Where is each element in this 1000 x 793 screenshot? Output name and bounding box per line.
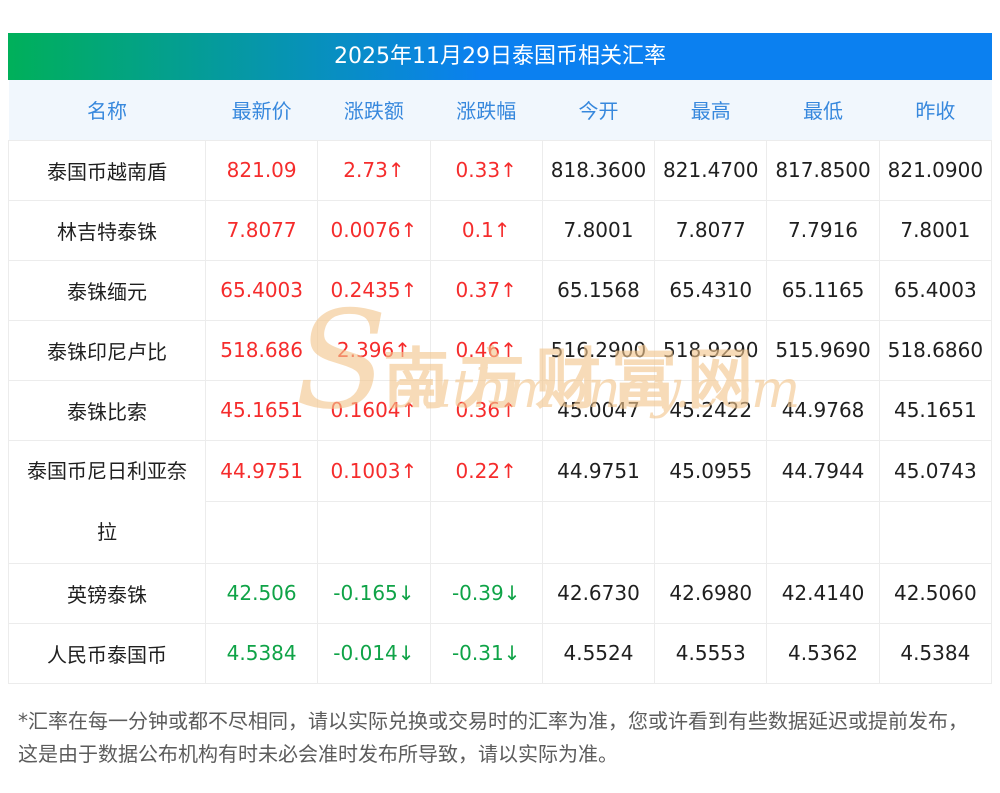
open-cell: 516.2900 bbox=[541, 319, 656, 381]
low-cell: 4.5362 bbox=[766, 622, 880, 684]
latest-cell: 7.8077 bbox=[204, 199, 319, 261]
high-cell: 45.0955 bbox=[654, 439, 768, 502]
latest-cell: 4.5384 bbox=[204, 622, 319, 684]
column-header-2: 涨跌额 bbox=[317, 80, 431, 140]
open-cell: 44.9751 bbox=[541, 439, 656, 502]
high-cell: 42.6980 bbox=[654, 562, 768, 624]
prev-close-cell: 821.0900 bbox=[878, 139, 993, 201]
column-header-6: 最低 bbox=[766, 80, 880, 140]
latest-cell: 42.506 bbox=[204, 562, 319, 624]
high-cell: 4.5553 bbox=[654, 622, 768, 684]
table-row: 泰铢印尼卢比 518.686 2.396↑ 0.46↑ 516.2900 518.9290… bbox=[8, 319, 993, 381]
empty-cell bbox=[878, 501, 993, 564]
prev-close-cell: 65.4003 bbox=[878, 259, 993, 321]
latest-cell: 821.09 bbox=[204, 139, 319, 201]
change-pct-cell: 0.36↑ bbox=[429, 379, 543, 441]
high-cell: 821.4700 bbox=[654, 139, 768, 201]
prev-close-cell: 4.5384 bbox=[878, 622, 993, 684]
table-header-row: 名称 最新价 涨跌额 涨跌幅 今开 最高 最低 昨收 bbox=[8, 80, 992, 140]
change-pct-cell: 0.22↑ bbox=[429, 439, 543, 502]
currency-pair-name: 英镑泰铢 bbox=[8, 562, 206, 624]
latest-cell: 44.9751 bbox=[204, 439, 319, 502]
change-cell: 0.1604↑ bbox=[317, 379, 431, 441]
currency-pair-name: 人民币泰国币 bbox=[8, 622, 206, 684]
table-row: 泰铢缅元 65.4003 0.2435↑ 0.37↑ 65.1568 65.4310 65.… bbox=[8, 259, 993, 321]
column-header-1: 最新价 bbox=[205, 80, 318, 140]
column-header-4: 今开 bbox=[542, 80, 655, 140]
empty-cell bbox=[541, 501, 656, 564]
empty-cell bbox=[204, 501, 319, 564]
column-header-5: 最高 bbox=[654, 80, 767, 140]
latest-cell: 65.4003 bbox=[204, 259, 319, 321]
column-header-0: 名称 bbox=[8, 80, 206, 140]
currency-pair-name: 泰铢比索 bbox=[8, 379, 206, 441]
table-row: 泰铢比索 45.1651 0.1604↑ 0.36↑ 45.0047 45.2422 44.… bbox=[8, 379, 993, 441]
table-row: 泰国币尼日利亚奈拉 44.9751 0.1003↑ 0.22↑ 44.9751 45.09… bbox=[8, 439, 993, 564]
low-cell: 515.9690 bbox=[766, 319, 880, 381]
change-cell: 2.73↑ bbox=[317, 139, 431, 201]
low-cell: 44.7944 bbox=[766, 439, 880, 502]
empty-cell bbox=[429, 501, 543, 564]
latest-cell: 518.686 bbox=[204, 319, 319, 381]
latest-cell: 45.1651 bbox=[204, 379, 319, 441]
table-row: 英镑泰铢 42.506 -0.165↓ -0.39↓ 42.6730 42.6980 42.… bbox=[8, 562, 993, 624]
low-cell: 817.8500 bbox=[766, 139, 880, 201]
change-pct-cell: 0.33↑ bbox=[429, 139, 543, 201]
open-cell: 7.8001 bbox=[541, 199, 656, 261]
currency-pair-name: 泰铢印尼卢比 bbox=[8, 319, 206, 381]
change-pct-cell: -0.39↓ bbox=[429, 562, 543, 624]
prev-close-cell: 45.0743 bbox=[878, 439, 993, 502]
currency-pair-name: 泰国币尼日利亚奈拉 bbox=[8, 439, 206, 564]
change-pct-cell: -0.31↓ bbox=[429, 622, 543, 684]
footer-note: *汇率在每一分钟或都不尽相同，请以实际兑换或交易时的汇率为准，您或许看到有些数据… bbox=[18, 708, 968, 766]
column-header-3: 涨跌幅 bbox=[430, 80, 543, 140]
empty-cell bbox=[654, 501, 768, 564]
change-pct-cell: 0.46↑ bbox=[429, 319, 543, 381]
table-row: 人民币泰国币 4.5384 -0.014↓ -0.31↓ 4.5524 4.5553 4.5… bbox=[8, 622, 993, 684]
change-cell: 0.2435↑ bbox=[317, 259, 431, 321]
change-cell: 0.1003↑ bbox=[317, 439, 431, 502]
change-cell: 2.396↑ bbox=[317, 319, 431, 381]
change-cell: -0.165↓ bbox=[317, 562, 431, 624]
page-title: 2025年11月29日泰国币相关汇率 bbox=[8, 33, 992, 80]
open-cell: 4.5524 bbox=[541, 622, 656, 684]
high-cell: 65.4310 bbox=[654, 259, 768, 321]
high-cell: 7.8077 bbox=[654, 199, 768, 261]
column-header-7: 昨收 bbox=[879, 80, 992, 140]
low-cell: 42.4140 bbox=[766, 562, 880, 624]
empty-cell bbox=[766, 501, 880, 564]
table-row: 林吉特泰铢 7.8077 0.0076↑ 0.1↑ 7.8001 7.8077 7.7916… bbox=[8, 199, 993, 261]
change-cell: 0.0076↑ bbox=[317, 199, 431, 261]
low-cell: 65.1165 bbox=[766, 259, 880, 321]
prev-close-cell: 45.1651 bbox=[878, 379, 993, 441]
currency-pair-name: 泰国币越南盾 bbox=[8, 139, 206, 201]
empty-cell bbox=[317, 501, 431, 564]
currency-pair-name: 林吉特泰铢 bbox=[8, 199, 206, 261]
open-cell: 45.0047 bbox=[541, 379, 656, 441]
change-pct-cell: 0.1↑ bbox=[429, 199, 543, 261]
low-cell: 44.9768 bbox=[766, 379, 880, 441]
open-cell: 65.1568 bbox=[541, 259, 656, 321]
prev-close-cell: 7.8001 bbox=[878, 199, 993, 261]
change-cell: -0.014↓ bbox=[317, 622, 431, 684]
table-row: 泰国币越南盾 821.09 2.73↑ 0.33↑ 818.3600 821.4700 81… bbox=[8, 139, 993, 201]
open-cell: 818.3600 bbox=[541, 139, 656, 201]
low-cell: 7.7916 bbox=[766, 199, 880, 261]
exchange-rate-table: 名称 最新价 涨跌额 涨跌幅 今开 最高 最低 昨收 泰国币越南盾 821.09 2.73↑ 0.3… bbox=[8, 80, 993, 684]
prev-close-cell: 518.6860 bbox=[878, 319, 993, 381]
currency-pair-name: 泰铢缅元 bbox=[8, 259, 206, 321]
open-cell: 42.6730 bbox=[541, 562, 656, 624]
high-cell: 518.9290 bbox=[654, 319, 768, 381]
change-pct-cell: 0.37↑ bbox=[429, 259, 543, 321]
prev-close-cell: 42.5060 bbox=[878, 562, 993, 624]
high-cell: 45.2422 bbox=[654, 379, 768, 441]
